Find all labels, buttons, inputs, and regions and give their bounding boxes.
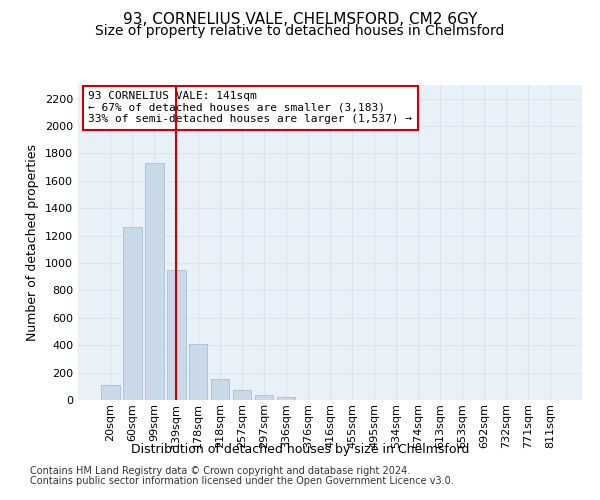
Text: Size of property relative to detached houses in Chelmsford: Size of property relative to detached ho… <box>95 24 505 38</box>
Text: Contains public sector information licensed under the Open Government Licence v3: Contains public sector information licen… <box>30 476 454 486</box>
Bar <box>255 395 274 400</box>
Text: 93, CORNELIUS VALE, CHELMSFORD, CM2 6GY: 93, CORNELIUS VALE, CHELMSFORD, CM2 6GY <box>123 12 477 28</box>
Bar <box>123 228 142 400</box>
Bar <box>101 385 119 400</box>
Text: 93 CORNELIUS VALE: 141sqm
← 67% of detached houses are smaller (3,183)
33% of se: 93 CORNELIUS VALE: 141sqm ← 67% of detac… <box>88 92 412 124</box>
Bar <box>145 163 164 400</box>
Text: Contains HM Land Registry data © Crown copyright and database right 2024.: Contains HM Land Registry data © Crown c… <box>30 466 410 476</box>
Bar <box>233 390 251 400</box>
Text: Distribution of detached houses by size in Chelmsford: Distribution of detached houses by size … <box>131 442 469 456</box>
Bar <box>211 380 229 400</box>
Y-axis label: Number of detached properties: Number of detached properties <box>26 144 40 341</box>
Bar <box>167 270 185 400</box>
Bar <box>189 344 208 400</box>
Bar <box>277 397 295 400</box>
